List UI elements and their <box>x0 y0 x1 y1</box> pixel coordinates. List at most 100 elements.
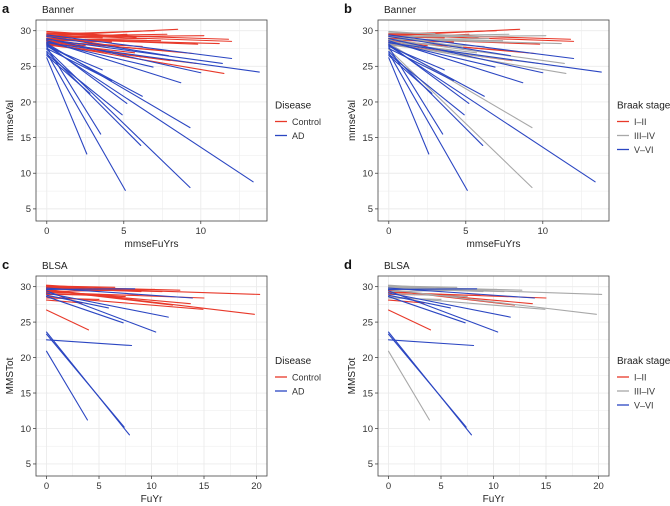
x-axis-title: mmseFuYrs <box>467 239 521 250</box>
plot-border <box>377 19 610 222</box>
trajectory-line <box>46 45 254 183</box>
series-Control <box>45 284 261 331</box>
x-tick-label: 0 <box>386 226 391 237</box>
trajectory-line <box>388 41 496 68</box>
y-tick-label: 25 <box>362 317 373 328</box>
panel-title: BLSA <box>42 261 68 272</box>
trajectory-line <box>45 294 109 309</box>
trajectory-line <box>388 50 484 146</box>
trajectory-line <box>46 37 202 74</box>
y-tick-label: 5 <box>26 459 31 470</box>
y-tick-label: 15 <box>20 133 31 144</box>
legend-title: Braak stage <box>617 101 670 112</box>
trajectory-line <box>46 42 260 73</box>
trajectory-line <box>46 57 88 155</box>
legend-label: III–IV <box>634 131 655 141</box>
legend-label: V–VI <box>634 400 654 410</box>
panel-a: 0 5 10 5 10 15 20 25 30 mmseFuYrs mmseVal a Banner Di… <box>2 1 321 250</box>
y-tick-label: 5 <box>26 204 31 215</box>
trajectory-line <box>388 34 575 60</box>
trajectory-line <box>387 350 431 421</box>
trajectory-line <box>45 290 157 333</box>
trajectory-line <box>45 333 125 428</box>
trajectory-line <box>45 284 93 289</box>
legend-label: V–VI <box>634 145 654 155</box>
legend-label: AD <box>292 386 305 396</box>
legend: Disease Control AD <box>275 356 321 396</box>
trajectory-line <box>388 47 455 82</box>
x-axis-title: mmseFuYrs <box>125 239 179 250</box>
panel-title: Banner <box>42 5 75 16</box>
trajectory-line <box>46 47 113 82</box>
legend-label: I–II <box>634 117 647 127</box>
legend-title: Disease <box>275 356 312 367</box>
trajectory-line <box>388 35 464 48</box>
trajectory-line <box>46 52 126 191</box>
y-tick-label: 30 <box>362 282 373 293</box>
legend: Braak stage I–II III–IV V–VI <box>617 356 670 410</box>
x-axis-title: FuYr <box>141 494 163 505</box>
trajectory-line <box>388 45 445 71</box>
trajectory-line <box>45 296 124 324</box>
x-tick-label: 5 <box>438 481 443 492</box>
trajectory-line <box>387 284 435 289</box>
x-tick-label: 10 <box>488 481 499 492</box>
series-AD <box>45 287 193 436</box>
trajectory-line <box>387 293 468 298</box>
y-axis-title: MMSTot <box>347 357 358 394</box>
x-tick-label: 10 <box>537 226 548 237</box>
panel-title: BLSA <box>384 261 410 272</box>
trajectory-line <box>387 289 516 306</box>
x-tick-label: 0 <box>386 481 391 492</box>
series-V–VI <box>387 287 536 436</box>
y-tick-label: 20 <box>362 97 373 108</box>
trajectory-line <box>46 30 156 35</box>
trajectory-line <box>46 43 128 104</box>
y-axis-title: mmseVal <box>5 100 16 141</box>
trajectory-line <box>46 38 223 65</box>
trajectory-line <box>387 290 499 333</box>
x-tick-label: 15 <box>541 481 552 492</box>
trajectory-line <box>45 292 169 318</box>
y-tick-label: 30 <box>20 282 31 293</box>
trajectory-line <box>45 350 88 421</box>
y-tick-label: 5 <box>368 459 373 470</box>
x-tick-label: 10 <box>195 226 206 237</box>
y-tick-label: 10 <box>362 169 373 180</box>
trajectory-line <box>388 42 602 73</box>
x-axis-title: FuYr <box>483 494 505 505</box>
y-tick-label: 20 <box>362 353 373 364</box>
trajectory-line <box>388 57 430 155</box>
x-tick-label: 10 <box>146 481 157 492</box>
x-tick-label: 5 <box>463 226 468 237</box>
y-tick-label: 10 <box>20 424 31 435</box>
legend-label: Control <box>292 372 321 382</box>
y-tick-label: 15 <box>362 388 373 399</box>
series-I–II <box>387 289 547 331</box>
trajectory-line <box>387 294 452 309</box>
panel-letter: b <box>344 1 352 16</box>
trajectory-line <box>46 50 142 146</box>
trajectory-line <box>46 30 137 38</box>
trajectory-line <box>388 30 498 35</box>
panel-b: 0 5 10 5 10 15 20 25 30 mmseFuYrs mmseVal b Banner Br… <box>344 1 670 250</box>
panel-letter: d <box>344 257 352 272</box>
legend-title: Disease <box>275 101 312 112</box>
trajectory-line <box>388 35 511 57</box>
x-tick-label: 20 <box>251 481 262 492</box>
trajectory-line <box>46 41 154 68</box>
legend-label: AD <box>292 131 305 141</box>
y-tick-label: 20 <box>20 353 31 364</box>
trajectory-line <box>388 52 468 191</box>
y-tick-label: 15 <box>20 388 31 399</box>
y-tick-label: 30 <box>362 26 373 37</box>
y-tick-label: 25 <box>20 62 31 73</box>
x-tick-label: 0 <box>44 481 49 492</box>
panel-c: 0 5 10 15 20 5 10 15 20 25 30 FuYr MMSTot c BLSA Diseas… <box>2 257 321 505</box>
trajectory-line <box>46 34 233 60</box>
y-axis-title: MMSTot <box>5 357 16 394</box>
x-tick-label: 15 <box>199 481 210 492</box>
legend: Braak stage I–II III–IV V–VI <box>617 101 670 155</box>
x-tick-label: 5 <box>96 481 101 492</box>
trajectory-line <box>45 339 133 347</box>
